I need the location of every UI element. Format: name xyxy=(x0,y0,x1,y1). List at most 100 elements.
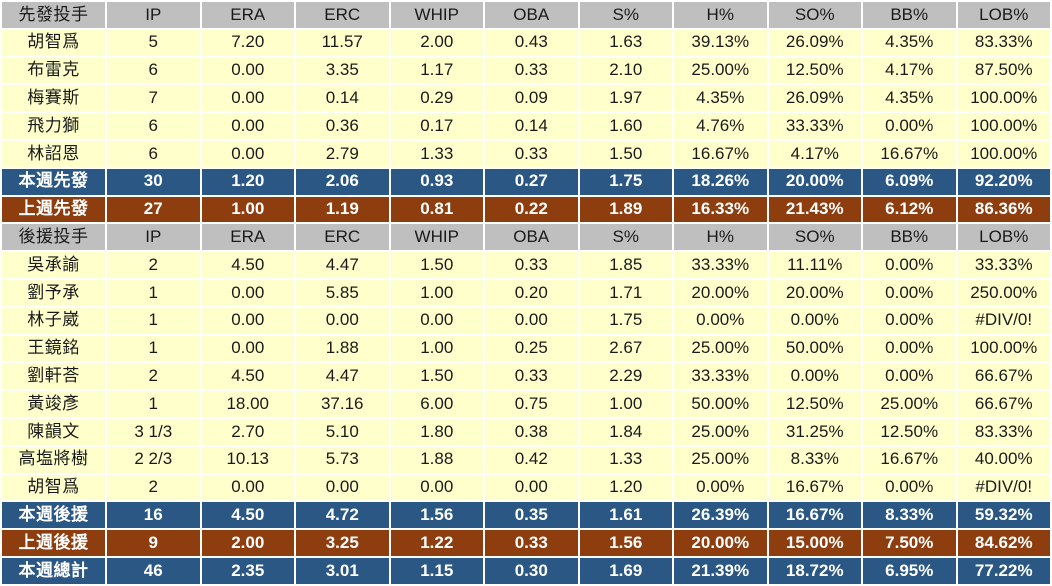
column-header-cell: OBA xyxy=(483,222,580,253)
stat-value-cell: 26.39% xyxy=(672,500,769,531)
stat-value-cell: 100.00% xyxy=(955,83,1052,114)
column-header-cell: WHIP xyxy=(388,0,485,30)
stat-value-cell: 11.11% xyxy=(766,250,863,280)
stat-value-cell: 0.09 xyxy=(483,83,580,114)
stat-value-cell: 50.00% xyxy=(672,389,769,419)
stat-value-cell: 20.00% xyxy=(766,166,863,197)
player-row: 黃竣彥 1 18.00 37.16 6.00 0.75 1.00 50.00% 12.50% 25… xyxy=(0,389,1052,419)
column-header-cell: S% xyxy=(577,0,674,30)
stat-value-cell: 1.00 xyxy=(577,389,674,419)
stat-value-cell: 0.00 xyxy=(483,472,580,503)
player-row: 胡智爲 2 0.00 0.00 0.00 0.00 1.20 0.00% 16.67% 0.00%… xyxy=(0,472,1052,503)
stat-value-cell: 1.22 xyxy=(388,528,485,558)
stat-value-cell: 2 xyxy=(105,472,202,503)
stat-value-cell: 33.33% xyxy=(672,361,769,392)
stat-value-cell: 6.00 xyxy=(388,389,485,419)
stat-value-cell: 0.00% xyxy=(861,250,958,280)
stat-value-cell: 0.00% xyxy=(861,333,958,364)
player-name-cell: 劉軒荅 xyxy=(0,361,107,392)
stat-value-cell: 6 xyxy=(105,138,202,169)
stat-value-cell: 0.75 xyxy=(483,389,580,419)
stat-value-cell: 1.80 xyxy=(388,416,485,447)
stat-value-cell: 0.00 xyxy=(199,83,296,114)
summary-label-cell: 本週總計 xyxy=(0,555,107,586)
stat-value-cell: 2.70 xyxy=(199,416,296,447)
column-header-cell: SO% xyxy=(766,0,863,30)
stat-value-cell: 83.33% xyxy=(955,27,1052,58)
stat-value-cell: 1.33 xyxy=(388,138,485,169)
stat-value-cell: #DIV/0! xyxy=(955,305,1052,336)
stat-value-cell: 0.00 xyxy=(199,277,296,308)
column-header-cell: ERC xyxy=(294,0,391,30)
player-name-cell: 梅賽斯 xyxy=(0,83,107,114)
stat-value-cell: 77.22% xyxy=(955,555,1052,586)
stat-value-cell: 1.71 xyxy=(577,277,674,308)
stat-value-cell: 1.20 xyxy=(577,472,674,503)
section-header-row: 後援投手 IP ERA ERC WHIP OBA S% H% SO% BB% LOB% xyxy=(0,222,1052,253)
summary-label-cell: 本週先發 xyxy=(0,166,107,197)
column-header-cell: LOB% xyxy=(955,0,1052,30)
stat-value-cell: 20.00% xyxy=(766,277,863,308)
stat-value-cell: 5.10 xyxy=(294,416,391,447)
stat-value-cell: 0.00% xyxy=(861,472,958,503)
column-header-cell: ERA xyxy=(199,0,296,30)
stat-value-cell: 0.33 xyxy=(483,528,580,558)
stat-value-cell: 1.75 xyxy=(577,305,674,336)
player-row: 吳承諭 2 4.50 4.47 1.50 0.33 1.85 33.33% 11.11% 0.00… xyxy=(0,250,1052,280)
player-name-cell: 黃竣彥 xyxy=(0,389,107,419)
stat-value-cell: 21.39% xyxy=(672,555,769,586)
stat-value-cell: 0.36 xyxy=(294,111,391,141)
player-name-cell: 林子崴 xyxy=(0,305,107,336)
stat-value-cell: 1.85 xyxy=(577,250,674,280)
stat-value-cell: 0.00 xyxy=(388,305,485,336)
stat-value-cell: 3.25 xyxy=(294,528,391,558)
column-header-cell: ERA xyxy=(199,222,296,253)
stat-value-cell: 1.33 xyxy=(577,444,674,475)
stat-value-cell: 4.72 xyxy=(294,500,391,531)
stat-value-cell: 1.88 xyxy=(388,444,485,475)
stat-value-cell: 0.00 xyxy=(294,305,391,336)
player-name-cell: 陳韻文 xyxy=(0,416,107,447)
stat-value-cell: 0.00 xyxy=(294,472,391,503)
stat-value-cell: 100.00% xyxy=(955,111,1052,141)
stat-value-cell: 18.00 xyxy=(199,389,296,419)
stat-value-cell: 33.33% xyxy=(672,250,769,280)
column-header-cell: ERC xyxy=(294,222,391,253)
stat-value-cell: 0.81 xyxy=(388,194,485,225)
stat-value-cell: 1.60 xyxy=(577,111,674,141)
player-name-cell: 林詔恩 xyxy=(0,138,107,169)
summary-label-cell: 上週先發 xyxy=(0,194,107,225)
stat-value-cell: 3 1/3 xyxy=(105,416,202,447)
stat-value-cell: 21.43% xyxy=(766,194,863,225)
stat-value-cell: 1.69 xyxy=(577,555,674,586)
player-row: 劉予承 1 0.00 5.85 1.00 0.20 1.71 20.00% 20.00% 0.00… xyxy=(0,277,1052,308)
stat-value-cell: 4.35% xyxy=(861,83,958,114)
stat-value-cell: 1.15 xyxy=(388,555,485,586)
stat-value-cell: 0.00% xyxy=(672,305,769,336)
stat-value-cell: 83.33% xyxy=(955,416,1052,447)
column-header-cell: IP xyxy=(105,0,202,30)
stat-value-cell: 0.93 xyxy=(388,166,485,197)
stat-value-cell: 0.00% xyxy=(861,305,958,336)
stat-value-cell: 0.33 xyxy=(483,361,580,392)
stat-value-cell: 1.89 xyxy=(577,194,674,225)
stat-value-cell: 2.06 xyxy=(294,166,391,197)
stat-value-cell: 39.13% xyxy=(672,27,769,58)
stat-value-cell: 10.13 xyxy=(199,444,296,475)
stat-value-cell: 12.50% xyxy=(766,55,863,86)
stat-value-cell: 2.79 xyxy=(294,138,391,169)
stat-value-cell: 6.95% xyxy=(861,555,958,586)
stat-value-cell: 0.43 xyxy=(483,27,580,58)
stat-value-cell: 3.35 xyxy=(294,55,391,86)
section-title-cell: 後援投手 xyxy=(0,222,107,253)
summary-label-cell: 上週後援 xyxy=(0,528,107,558)
stat-value-cell: 86.36% xyxy=(955,194,1052,225)
stat-value-cell: 0.00% xyxy=(861,361,958,392)
stat-value-cell: 4.50 xyxy=(199,361,296,392)
stat-value-cell: 16.67% xyxy=(861,444,958,475)
stat-value-cell: 0.00 xyxy=(199,55,296,86)
player-name-cell: 高塩將樹 xyxy=(0,444,107,475)
